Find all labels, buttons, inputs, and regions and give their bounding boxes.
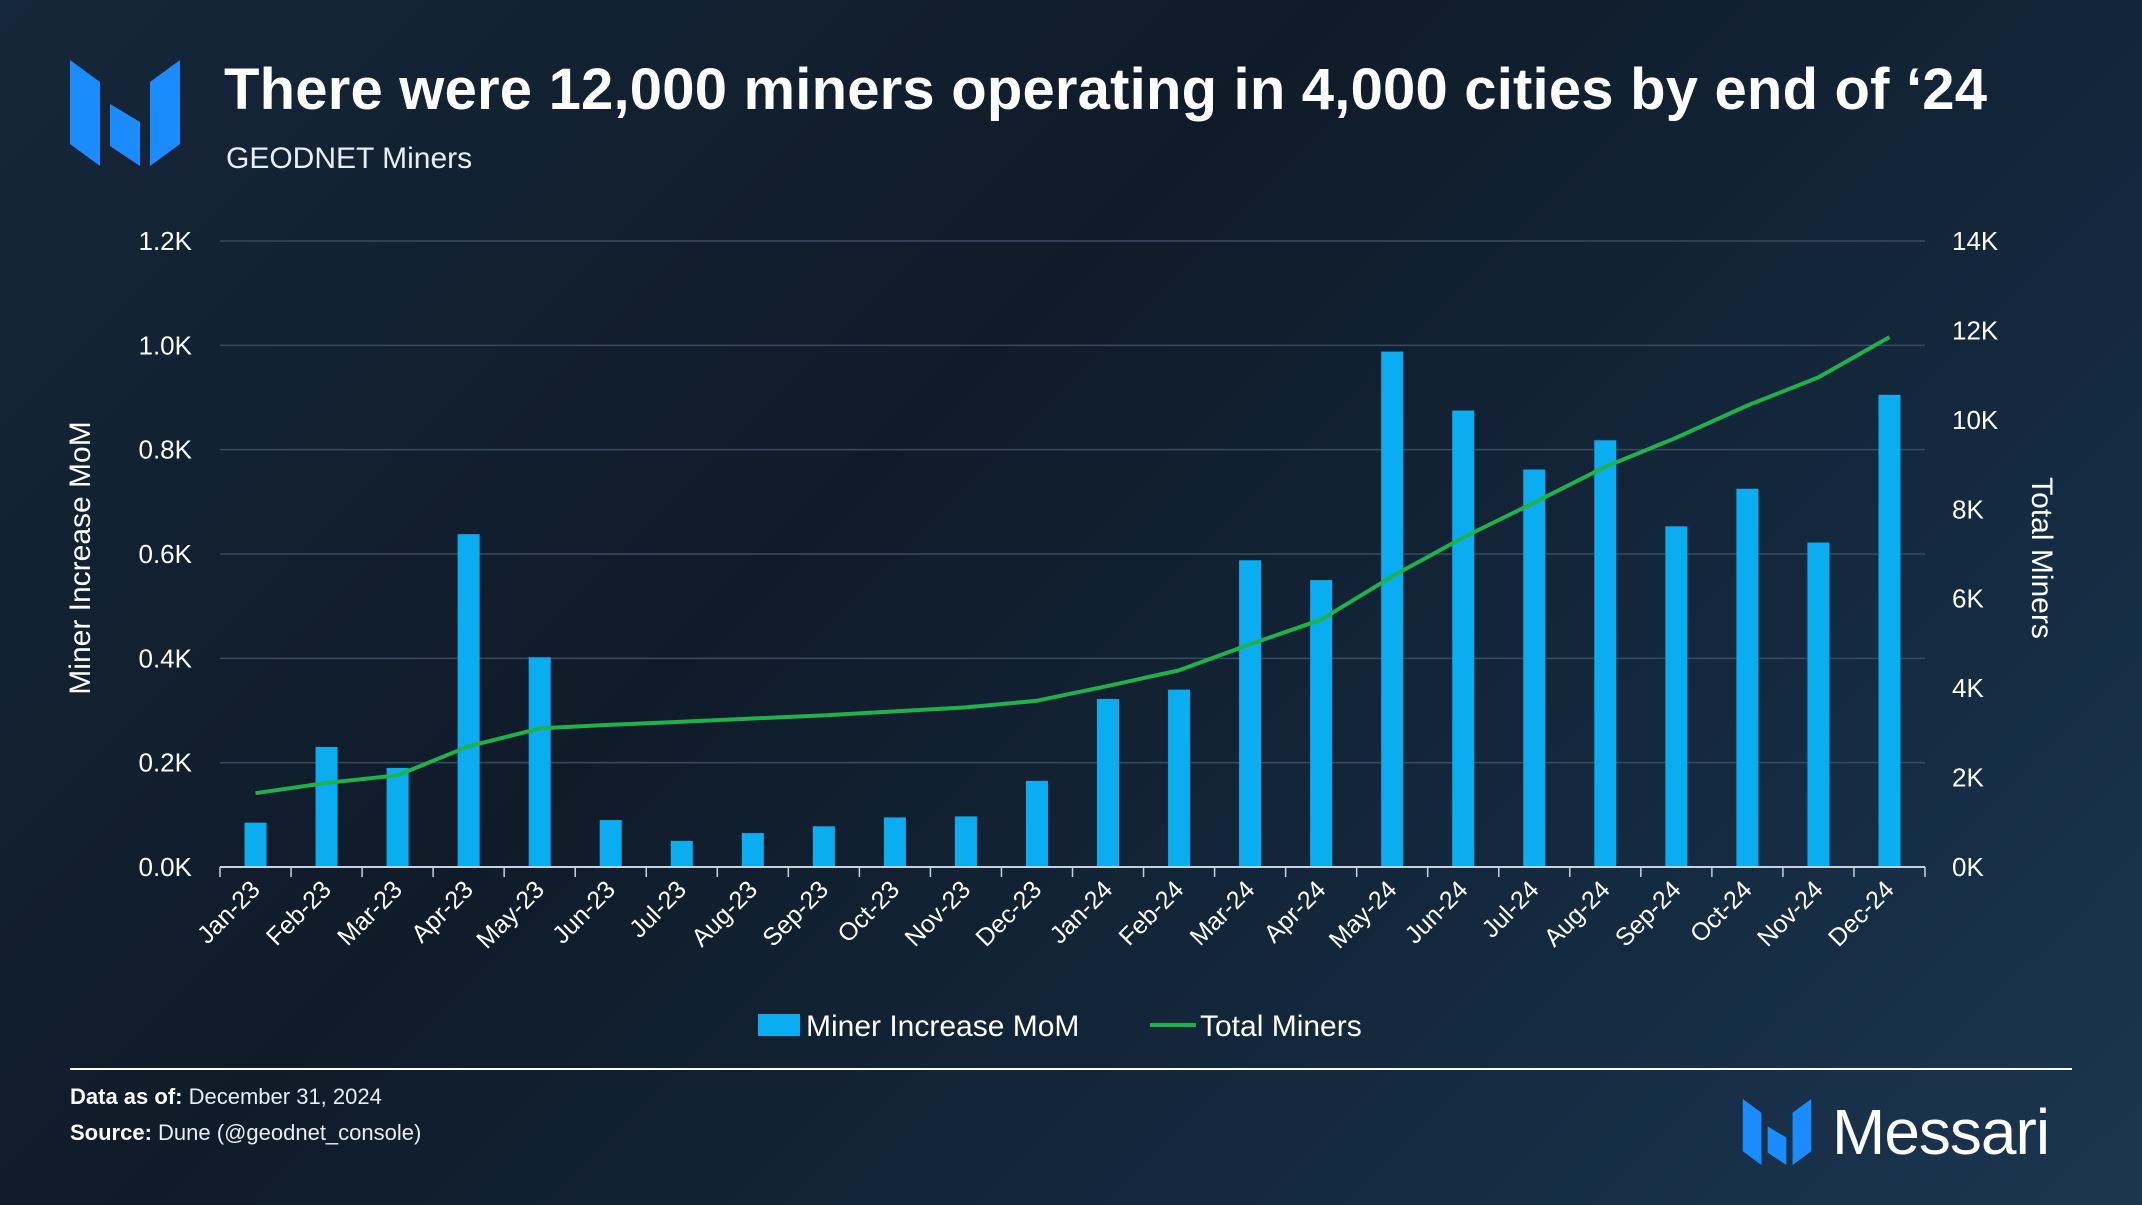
chart-subtitle: GEODNET Miners [226, 142, 473, 175]
x-tick-label: Aug-24 [1539, 875, 1616, 952]
line-series [255, 335, 1891, 796]
data-as-of-label: Data as of: [70, 1084, 183, 1109]
y-right-tick-label: 8K [1952, 494, 1984, 524]
y-right-tick-label: 10K [1952, 405, 1999, 435]
grid-lines [220, 240, 1925, 764]
bar [741, 833, 764, 867]
data-as-of-value: December 31, 2024 [188, 1084, 382, 1109]
bar [1310, 580, 1333, 867]
footer-divider [70, 1068, 2072, 1070]
source-note: Source: Dune (@geodnet_console) [70, 1120, 421, 1146]
x-tick-label: Sep-24 [1610, 875, 1687, 952]
x-tick-label: Oct-23 [832, 875, 905, 948]
y-left-tick-label: 0.6K [139, 539, 193, 569]
x-tick-label: Nov-23 [899, 875, 976, 952]
y-left-axis-title: Miner Increase MoM [64, 421, 97, 694]
y-right-tick-label: 4K [1952, 673, 1984, 703]
x-tick-label: Jul-23 [624, 875, 692, 943]
bar [1736, 488, 1759, 867]
messari-brand: Messari [1742, 1096, 2050, 1168]
brand-name: Messari [1832, 1096, 2050, 1168]
x-tick-label: Jul-24 [1477, 875, 1545, 943]
bar [457, 534, 480, 867]
bar [1523, 469, 1546, 867]
x-tick-label: Feb-23 [261, 875, 337, 951]
legend-swatch-bar [758, 1014, 800, 1036]
x-tick-label: Jan-23 [192, 875, 266, 949]
x-tick-label: Apr-23 [406, 875, 479, 948]
bar [315, 747, 338, 867]
bar [1168, 689, 1191, 867]
bar [1025, 780, 1048, 867]
y-right-tick-label: 12K [1952, 315, 1999, 345]
x-tick-label: Sep-23 [757, 875, 834, 952]
legend-label-line: Total Miners [1200, 1010, 1362, 1043]
x-tick-label: May-23 [471, 875, 550, 954]
x-tick-label: Jun-24 [1400, 875, 1474, 949]
x-tick-label: Dec-23 [970, 875, 1047, 952]
bar [954, 816, 977, 867]
x-tick-label: Apr-24 [1259, 875, 1332, 948]
data-as-of-note: Data as of: December 31, 2024 [70, 1084, 382, 1110]
x-tick-label: Feb-24 [1113, 875, 1189, 951]
x-tick-label: Jan-24 [1044, 875, 1118, 949]
bar [812, 826, 835, 867]
legend: Miner Increase MoM Total Miners [758, 1010, 1362, 1043]
bar [386, 767, 409, 867]
messari-brand-icon [1742, 1099, 1812, 1165]
x-tick-label: Mar-23 [332, 875, 408, 951]
y-right-tick-label: 14K [1952, 226, 1999, 256]
bar [670, 840, 693, 867]
source-label: Source: [70, 1120, 152, 1145]
chart-title: There were 12,000 miners operating in 4,… [224, 57, 1988, 122]
x-tick-label: Jun-23 [547, 875, 621, 949]
y-left-tick-label: 0.2K [139, 748, 193, 778]
bar [1878, 394, 1901, 867]
bar [244, 822, 267, 867]
bar [1239, 560, 1262, 867]
total-miners-line [255, 335, 1891, 796]
x-tick-label: Nov-24 [1752, 875, 1829, 952]
y-left-tick-label: 0.8K [139, 435, 193, 465]
bar [883, 817, 906, 867]
bar [1381, 351, 1404, 867]
legend-label-bar: Miner Increase MoM [806, 1010, 1079, 1043]
x-tick-label: Oct-24 [1685, 875, 1758, 948]
bar [1665, 526, 1688, 867]
y-left-tick-label: 1.2K [139, 226, 193, 256]
y-right-tick-label: 0K [1952, 852, 1984, 882]
axes: 0.0K 0.2K 0.4K 0.6K 0.8K 1.0K 1.2K 0K 2K 4K 6K 8K 10… [64, 226, 2058, 954]
messari-logo-icon [70, 60, 180, 166]
bar-series [244, 351, 1901, 867]
x-tick-label: Aug-23 [686, 875, 763, 952]
y-left-tick-label: 0.0K [139, 852, 193, 882]
x-tick-label: May-24 [1324, 875, 1403, 954]
bar [1097, 699, 1120, 867]
bar [528, 657, 551, 867]
bar [599, 820, 622, 867]
x-tick-label: Mar-24 [1185, 875, 1261, 951]
source-value: Dune (@geodnet_console) [158, 1120, 422, 1145]
y-right-tick-label: 2K [1952, 763, 1984, 793]
bar [1452, 410, 1475, 867]
x-tick-label: Dec-24 [1823, 875, 1900, 952]
y-right-axis-title: Total Miners [2025, 477, 2058, 639]
bar [1594, 440, 1617, 867]
y-left-tick-label: 1.0K [139, 330, 193, 360]
y-left-tick-label: 0.4K [139, 643, 193, 673]
y-right-tick-label: 6K [1952, 584, 1984, 614]
bar [1807, 542, 1830, 867]
